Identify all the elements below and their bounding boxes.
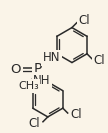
Text: Cl: Cl [71, 109, 82, 121]
Text: Cl: Cl [94, 54, 105, 67]
Text: HN: HN [43, 51, 60, 64]
Text: CH₃: CH₃ [18, 81, 39, 91]
Text: P: P [34, 62, 42, 76]
Text: Cl: Cl [28, 117, 40, 130]
Text: NH: NH [33, 74, 51, 87]
Text: O: O [11, 63, 21, 76]
Text: Cl: Cl [79, 14, 90, 27]
